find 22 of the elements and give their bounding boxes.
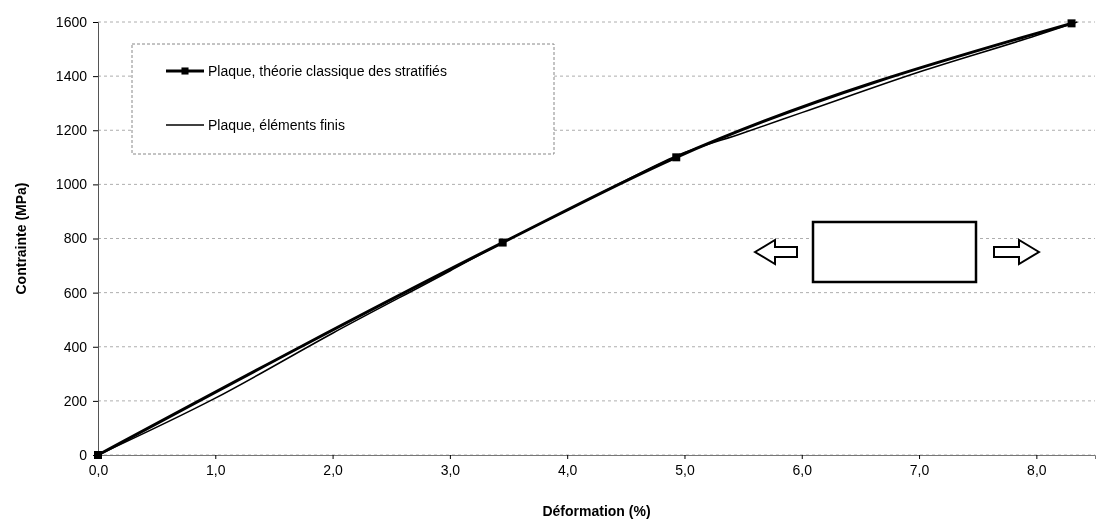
y-tick-label: 1600	[55, 13, 88, 30]
y-axis-title: Contrainte (MPa)	[13, 182, 29, 295]
y-tick-label: 1400	[55, 68, 88, 85]
x-tick-label: 5,0	[675, 461, 695, 478]
y-tick-label: 600	[63, 284, 88, 301]
y-tick-label: 800	[63, 230, 88, 247]
x-tick-label: 7,0	[909, 461, 930, 478]
x-tick-label: 2,0	[323, 461, 344, 478]
x-tick-label: 4,0	[557, 461, 578, 478]
x-tick-label: 3,0	[440, 461, 461, 478]
legend-label: Plaque, théorie classique des stratifiés	[208, 63, 447, 79]
legend-label: Plaque, éléments finis	[208, 117, 345, 133]
x-tick-label: 0,0	[88, 461, 109, 478]
x-tick-label: 6,0	[792, 461, 813, 478]
y-tick-label: 0	[79, 446, 88, 463]
x-axis-title: Déformation (%)	[542, 503, 651, 519]
y-tick-label: 200	[63, 392, 88, 409]
x-tick-label: 1,0	[206, 461, 226, 478]
y-tick-label: 1000	[55, 176, 88, 193]
y-tick-label: 1200	[55, 122, 88, 139]
y-tick-label: 400	[63, 338, 88, 355]
x-tick-label: 8,0	[1027, 461, 1047, 478]
